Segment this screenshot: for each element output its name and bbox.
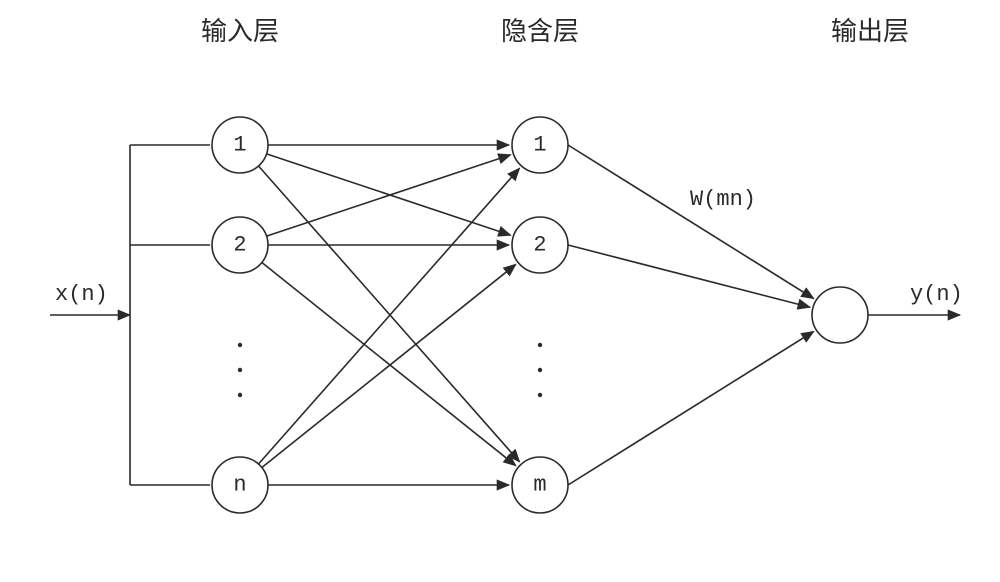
edge-i2-hm bbox=[262, 262, 516, 465]
input-layer-label: 输入层 bbox=[201, 17, 279, 46]
output-layer-label: 输出层 bbox=[831, 17, 909, 46]
ellipsis-dot bbox=[538, 343, 542, 347]
edge-in-h2 bbox=[262, 264, 516, 467]
ellipsis-dot bbox=[238, 368, 242, 372]
edge-in-h1 bbox=[259, 168, 520, 464]
hidden-layer-label: 隐含层 bbox=[501, 17, 579, 46]
edge-i2-h1 bbox=[267, 155, 511, 236]
input-hidden-edges bbox=[259, 145, 520, 485]
neuron-label-i2: 2 bbox=[233, 233, 246, 258]
ellipsis-dot bbox=[538, 368, 542, 372]
neuron-nodes: 1 2 n 1 2 m bbox=[212, 117, 868, 513]
ellipsis-dot bbox=[538, 393, 542, 397]
edge-i1-hm bbox=[259, 166, 520, 462]
neuron-label-i1: 1 bbox=[233, 133, 246, 158]
edge-h1-o1 bbox=[568, 145, 814, 299]
weight-label: W(mn) bbox=[690, 187, 756, 212]
neuron-label-hm: m bbox=[533, 473, 546, 498]
x-input-label: x(n) bbox=[55, 282, 108, 307]
edge-hm-o1 bbox=[568, 331, 814, 485]
y-output-label: y(n) bbox=[910, 282, 963, 307]
neuron-label-h1: 1 bbox=[533, 133, 546, 158]
ellipsis-dot bbox=[238, 343, 242, 347]
edge-i1-h2 bbox=[267, 154, 511, 235]
neural-network-diagram: 输入层 隐含层 输出层 x(n) y(n) W(mn) 1 2 n 1 2 m bbox=[0, 0, 1000, 582]
input-fanout-lines bbox=[130, 145, 210, 485]
neuron-label-h2: 2 bbox=[533, 233, 546, 258]
ellipsis-dot bbox=[238, 393, 242, 397]
ellipsis-dots bbox=[238, 343, 542, 397]
neuron-label-in: n bbox=[233, 473, 246, 498]
neuron-o1 bbox=[812, 287, 868, 343]
edge-h2-o1 bbox=[568, 245, 810, 307]
